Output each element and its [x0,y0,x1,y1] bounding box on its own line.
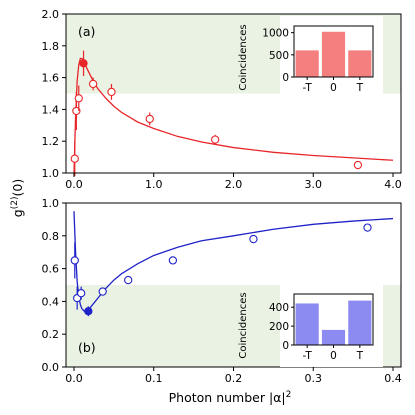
data-point-highlight [84,307,93,316]
inset-bar [295,50,319,77]
panel-a: 0.0 1.0 2.0 3.0 4.0 1.0 1.2 1.4 1.6 1.8 2.0 (a) -T 0 T… [42,8,402,191]
y-tick-label: 2.0 [42,8,60,21]
y-tick-label: 0.6 [42,263,60,276]
data-point [145,114,154,124]
y-tick-label: 1.0 [42,167,60,180]
inset-y-tick-label: 400 [269,302,289,314]
inset-y-axis-label: Coincidences [238,24,249,90]
x-tick-label: 0.1 [145,372,163,385]
data-point [168,256,178,265]
x-tick-label: 0.2 [225,372,243,385]
panel-label: (a) [78,24,95,39]
y-tick-label: 1.6 [42,72,60,85]
x-axis-label: Photon number |α|2 [169,390,292,405]
data-point [363,223,372,232]
y-tick-label: 1.8 [42,40,60,53]
inset-y-tick-label: 0 [282,72,289,84]
x-tick-label: 3.0 [305,178,323,191]
data-point [70,154,79,163]
inset-category-label: 0 [330,82,337,94]
data-point [211,135,220,144]
x-tick-label: 0.3 [305,372,323,385]
inset-frame [293,25,374,78]
fit-curve [73,57,394,174]
inset-y-tick-label: 0 [282,340,289,352]
inset-category-label: T [356,82,364,94]
panel-label: (b) [78,340,96,355]
inset-bar [321,329,346,345]
x-tick-label: 0.0 [65,178,83,191]
y-axis-label: g(2)(0) [10,179,25,217]
data-point [124,275,133,285]
data-point [98,287,107,296]
y-tick-label: 0.4 [42,295,60,308]
data-point [249,234,258,244]
data-point [70,256,79,265]
data-point [74,94,83,103]
data-point [77,289,86,298]
inset-chart: -T 0 T 0 200 400 Coincidences [238,284,383,367]
inset-category-label: -T [303,82,313,94]
inset-bar [321,31,346,77]
inset-y-tick-label: 1000 [262,28,289,40]
y-tick-label: 0.0 [42,361,60,374]
y-tick-label: 0.2 [42,328,60,341]
x-tick-label: 0.4 [384,372,402,385]
data-point-highlight [79,59,88,68]
inset-bar [348,300,372,345]
inset-bar [295,303,319,345]
x-tick-label: 2.0 [225,178,243,191]
inset-y-tick-label: 200 [269,321,289,333]
x-tick-label: 1.0 [145,178,163,191]
inset-category-label: T [356,350,364,362]
x-tick-label: 0.0 [65,372,83,385]
data-point [107,87,116,97]
panel-b: 0.0 0.1 0.2 0.3 0.4 0.0 0.2 0.4 0.6 0.8 1.0 (b) -T 0 T… [42,197,402,385]
inset-y-tick-label: 500 [269,50,289,62]
inset-category-label: -T [303,350,313,362]
inset-bar [348,50,372,77]
inset-chart: -T 0 T 0 500 1000 Coincidences [238,16,383,99]
y-tick-label: 1.2 [42,135,60,148]
inset-frame [293,293,374,346]
x-tick-label: 4.0 [384,178,402,191]
fit-curve [73,211,394,312]
data-point [353,160,363,170]
inset-category-label: 0 [330,350,337,362]
y-tick-label: 1.0 [42,197,60,210]
y-tick-label: 0.8 [42,230,60,243]
inset-y-axis-label: Coincidences [238,292,249,358]
y-tick-label: 1.4 [42,103,60,116]
data-point [88,79,98,89]
